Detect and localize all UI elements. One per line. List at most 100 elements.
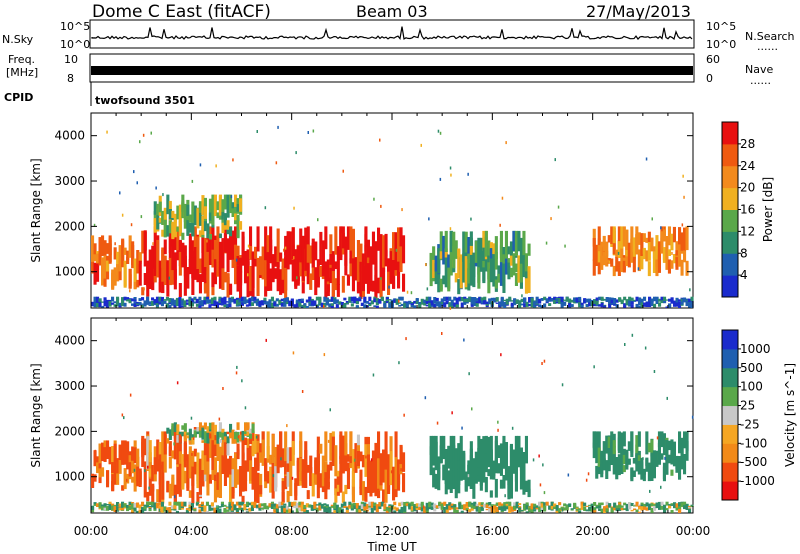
echo-cell [645, 457, 649, 472]
echo-cell [265, 505, 269, 510]
echo-cell [356, 451, 360, 467]
echo-cell [397, 470, 401, 485]
echo-cell [605, 501, 609, 508]
echo-cell [116, 458, 120, 474]
echo-cell [141, 435, 145, 467]
echo-cell [439, 445, 443, 464]
echo-cell [191, 450, 195, 467]
echo-cell [509, 267, 513, 278]
echo-speck [136, 181, 138, 185]
echo-speck [405, 337, 407, 341]
echo-cell [445, 300, 449, 305]
echo-speck [121, 413, 124, 417]
echo-cell [478, 507, 482, 511]
echo-speck [682, 174, 684, 178]
echo-cell [296, 248, 300, 281]
echo-cell [143, 438, 147, 456]
echo-cell [678, 502, 682, 507]
echo-cell [188, 428, 192, 441]
echo-cell [519, 447, 523, 471]
echo-cell [269, 454, 273, 465]
echo-cell [173, 502, 177, 509]
echo-cell [136, 456, 140, 482]
echo-cell [350, 301, 354, 303]
echo-cell [678, 506, 682, 511]
echo-cell [392, 232, 396, 260]
echo-cell [106, 505, 110, 511]
echo-cell [203, 431, 207, 443]
echo-cell [111, 462, 115, 474]
echo-cell [188, 507, 192, 509]
echo-cell [133, 507, 137, 512]
echo-cell [608, 300, 612, 304]
echo-cell [455, 301, 459, 305]
echo-cell [415, 298, 419, 305]
echo-speck [532, 458, 535, 462]
echo-cell [444, 449, 448, 478]
echo-cell [447, 267, 451, 292]
echo-cell [502, 475, 506, 489]
echo-cell [382, 235, 386, 263]
echo-cell [210, 297, 214, 304]
echo-cell [449, 259, 453, 276]
echo-cell [512, 253, 516, 276]
echo-cell [657, 431, 661, 448]
echo-cell [316, 460, 320, 499]
echo-speck [133, 468, 136, 472]
echo-cell [268, 299, 272, 304]
echo-cell [338, 301, 342, 305]
echo-cell [469, 254, 473, 286]
echo-speck [671, 251, 673, 255]
echo-cell [655, 450, 659, 467]
echo-cell [473, 300, 477, 306]
echo-cell [530, 303, 534, 308]
echo-cell [136, 250, 140, 274]
echo-cell [176, 246, 180, 261]
echo-cell [106, 260, 110, 272]
echo-cell [296, 277, 300, 286]
echo-cell [570, 299, 574, 303]
echo-cell [408, 504, 412, 510]
echo-cell [310, 300, 314, 306]
echo-cell [622, 260, 626, 271]
echo-cell [236, 218, 240, 239]
echo-cell [161, 210, 165, 224]
echo-cell [273, 505, 277, 511]
echo-cell [678, 456, 682, 480]
echo-cell [260, 507, 264, 510]
echo-cell [635, 234, 639, 255]
echo-cell [450, 299, 454, 306]
echo-cell [683, 454, 687, 475]
echo-cell [101, 467, 105, 477]
echo-cell [225, 301, 229, 303]
echo-cell [448, 296, 452, 301]
echo-cell [244, 460, 248, 492]
echo-cell [168, 304, 172, 308]
echo-cell [479, 438, 483, 463]
echo-cell [245, 299, 249, 304]
echo-cell [101, 305, 105, 308]
echo-cell [399, 444, 403, 465]
echo-cell [366, 436, 370, 476]
echo-speck [176, 381, 179, 385]
power-colorbar-swatch [722, 165, 738, 189]
echo-cell [146, 299, 150, 305]
echo-cell [457, 248, 461, 257]
echo-cell [642, 247, 646, 260]
echo-cell [123, 260, 127, 288]
echo-cell [186, 219, 190, 236]
echo-cell [288, 508, 292, 513]
echo-cell [103, 447, 107, 462]
echo-cell [305, 299, 309, 303]
echo-cell [444, 467, 448, 485]
echo-cell [617, 241, 621, 258]
echo-cell [211, 194, 215, 215]
echo-cell [285, 506, 289, 513]
echo-cell [300, 305, 304, 308]
echo-speck [645, 157, 648, 161]
echo-cell [633, 508, 637, 511]
echo-cell [248, 298, 252, 305]
echo-speck [593, 365, 595, 369]
echo-cell [108, 239, 112, 264]
echo-speck [585, 478, 588, 482]
